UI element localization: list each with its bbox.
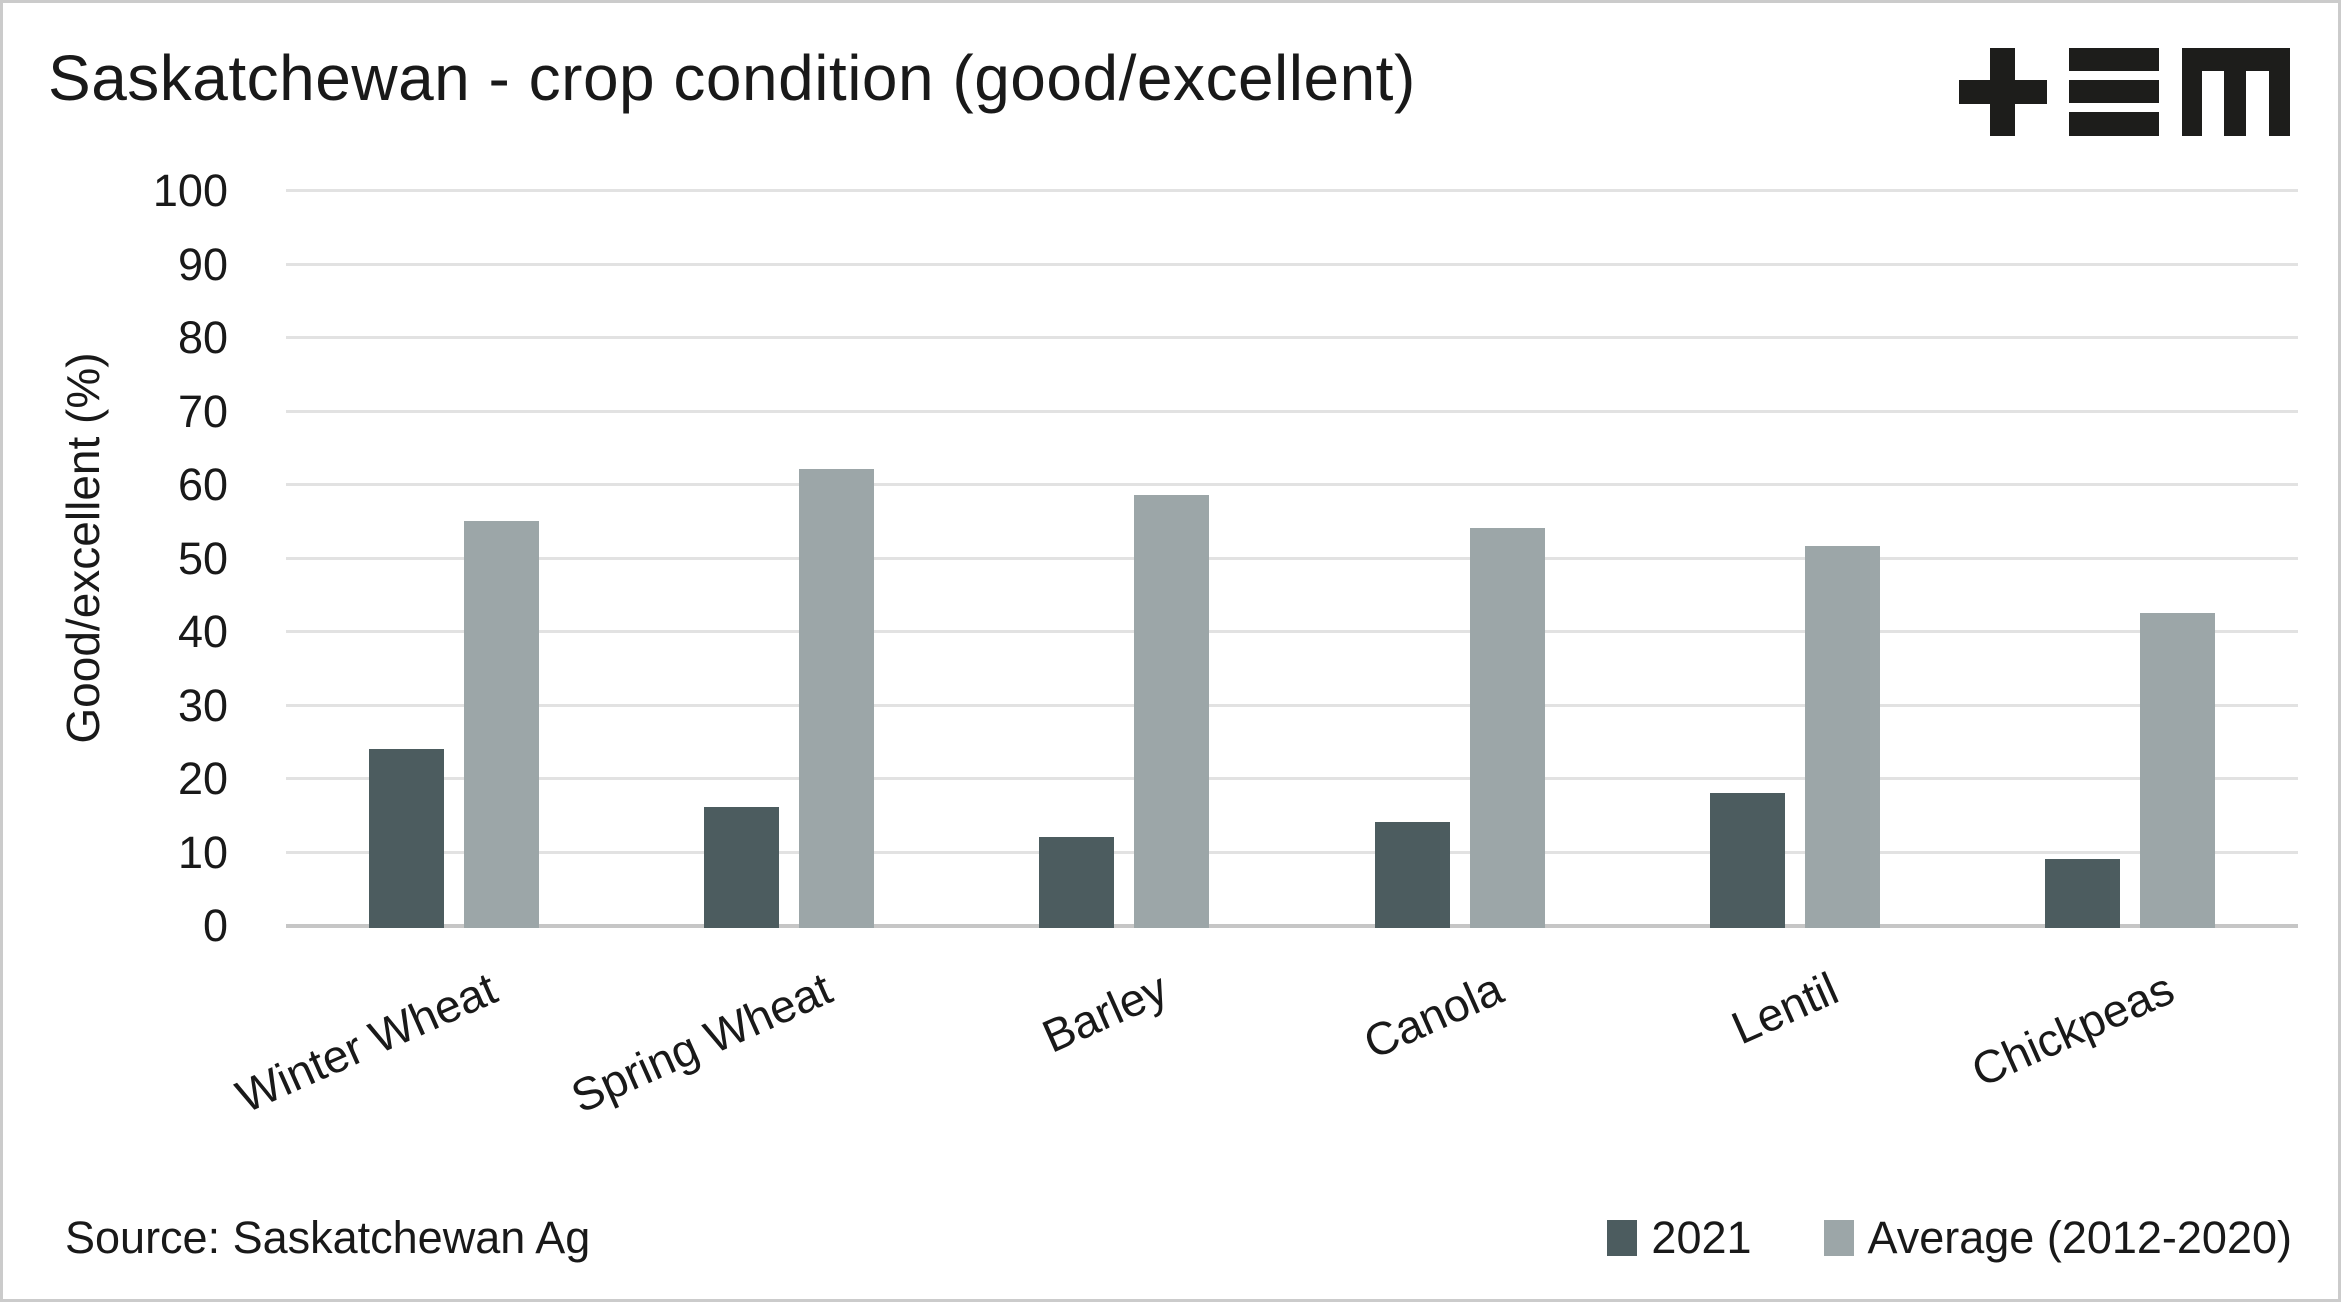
- bar-2021: [2045, 858, 2121, 928]
- y-gridline: [286, 483, 2298, 486]
- x-category-label: Lentil: [1723, 961, 1846, 1055]
- y-gridline: [286, 336, 2298, 339]
- legend-item-average: Average (2012-2020): [1823, 1212, 2292, 1264]
- y-tick-label: 20: [177, 753, 228, 804]
- x-axis-baseline: [286, 924, 2298, 928]
- legend-swatch-average: [1823, 1220, 1854, 1256]
- x-category-label: Winter Wheat: [228, 961, 505, 1123]
- bar-average: [1469, 528, 1545, 928]
- y-gridline: [286, 630, 2298, 633]
- y-gridline: [286, 189, 2298, 192]
- x-category-label: Spring Wheat: [563, 961, 840, 1123]
- legend-label-average: Average (2012-2020): [1867, 1212, 2292, 1263]
- legend-item-2021: 2021: [1607, 1212, 1752, 1264]
- x-category-label: Canola: [1355, 961, 1511, 1069]
- chart-footer: Source: Saskatchewan Ag 2021 Average (20…: [65, 1208, 2292, 1268]
- x-category-label: Barley: [1034, 961, 1175, 1063]
- y-tick-label: 90: [177, 238, 228, 290]
- y-tick-label: 100: [152, 165, 228, 216]
- y-gridline: [286, 777, 2298, 780]
- y-gridline: [286, 556, 2298, 560]
- bar-2021: [1039, 836, 1115, 928]
- bar-average: [1134, 495, 1210, 928]
- bar-average: [2140, 612, 2216, 928]
- legend: 2021 Average (2012-2020): [1607, 1212, 2292, 1264]
- bar-2021: [1374, 822, 1450, 928]
- y-tick-label: 80: [177, 312, 228, 363]
- legend-swatch-2021: [1607, 1220, 1638, 1256]
- y-tick-label: 40: [177, 606, 228, 657]
- chart-title: Saskatchewan - crop condition (good/exce…: [48, 42, 1416, 114]
- y-tick-label: 50: [177, 532, 228, 584]
- y-tick-label: 0: [202, 900, 228, 951]
- y-tick-label: 30: [177, 679, 228, 731]
- source-label: Source: Saskatchewan Ag: [65, 1212, 591, 1263]
- bar-average: [799, 469, 874, 928]
- bar-2021: [368, 748, 444, 928]
- y-tick-label: 60: [177, 459, 228, 510]
- y-tick-label: 70: [177, 385, 228, 437]
- y-gridline: [286, 409, 2298, 413]
- y-gridline: [286, 850, 2298, 854]
- y-tick-label: 10: [177, 826, 228, 878]
- bar-average: [463, 520, 539, 928]
- bar-2021: [704, 807, 779, 928]
- legend-label-2021: 2021: [1651, 1212, 1752, 1263]
- y-axis-title: Good/excellent (%): [57, 352, 109, 744]
- brand-logo-icon: [1959, 48, 2290, 136]
- bar-2021: [1710, 792, 1785, 928]
- bar-average: [1805, 546, 1880, 928]
- x-category-label: Chickpeas: [1963, 961, 2181, 1097]
- y-gridline: [286, 262, 2298, 266]
- y-gridline: [286, 703, 2298, 707]
